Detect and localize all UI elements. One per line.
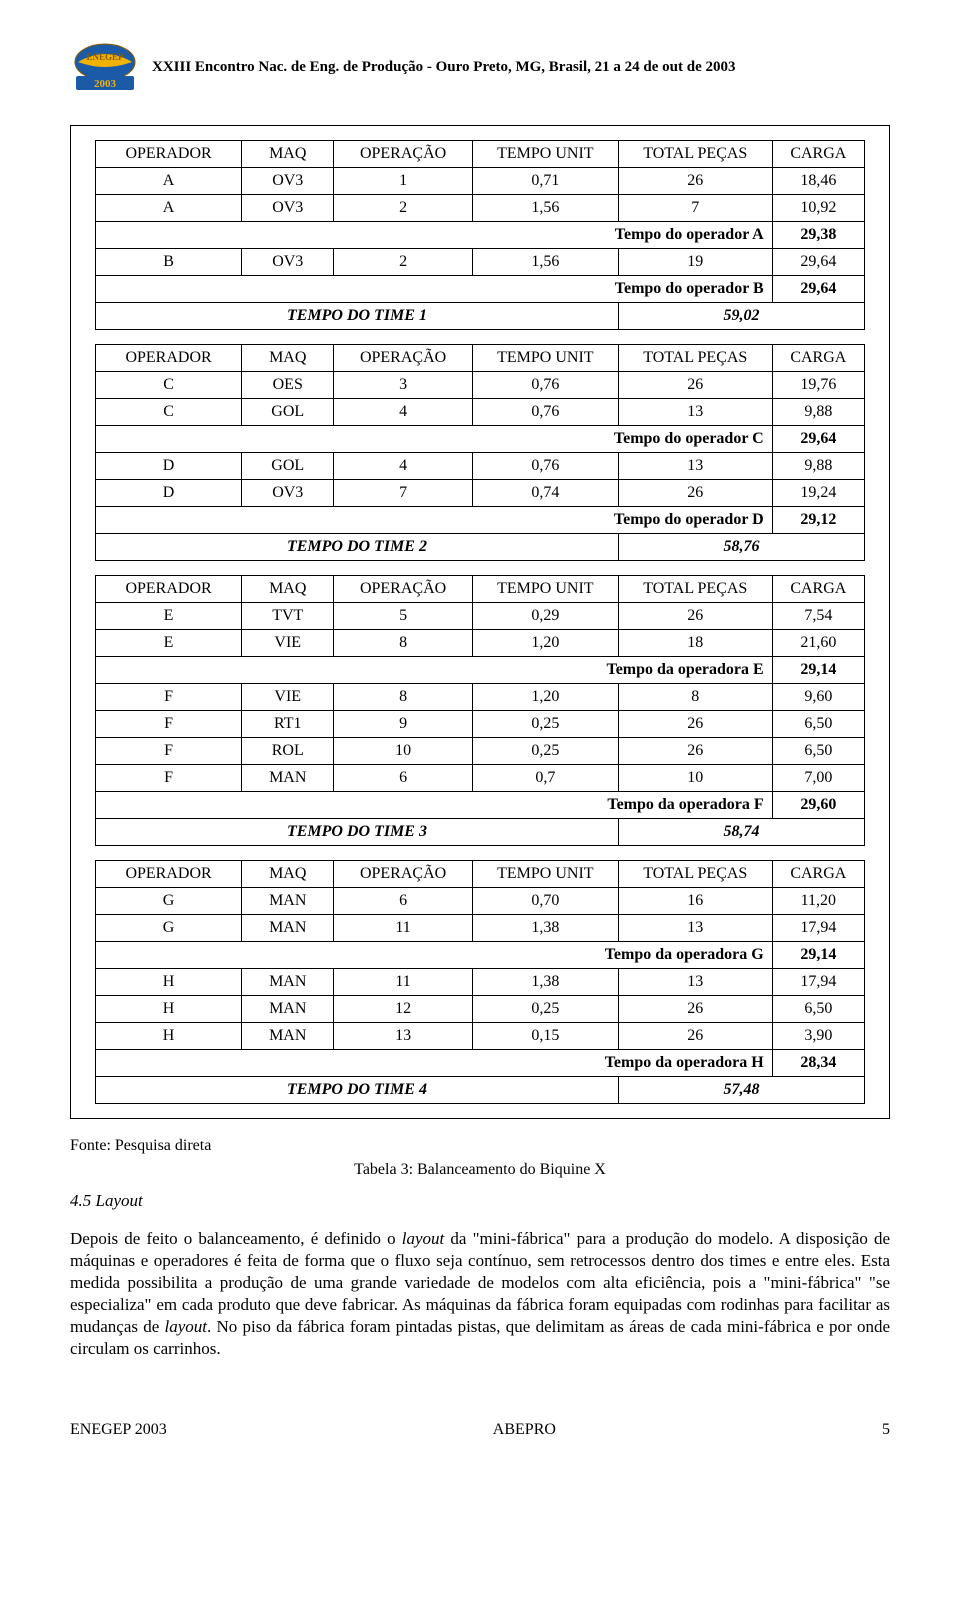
italic-layout: layout — [402, 1229, 445, 1248]
table-row: DGOL40,76139,88 — [96, 453, 865, 480]
table-row: HMAN120,25266,50 — [96, 996, 865, 1023]
logo-top-text: ENEGEP — [86, 52, 124, 62]
table-row: AOV310,712618,46 — [96, 168, 865, 195]
table-row: CGOL40,76139,88 — [96, 399, 865, 426]
table-header: OPERADOR MAQ OPERAÇÃO TEMPO UNIT TOTAL P… — [96, 141, 865, 168]
time3-table: OPERADORMAQOPERAÇÃOTEMPO UNITTOTAL PEÇAS… — [95, 575, 865, 846]
footer-page-number: 5 — [882, 1421, 890, 1439]
col-tempo-unit: TEMPO UNIT — [472, 141, 618, 168]
italic-layout: layout — [165, 1317, 208, 1336]
table-row: HMAN130,15263,90 — [96, 1023, 865, 1050]
section-heading: 4.5 Layout — [70, 1191, 890, 1211]
table-row: DOV370,742619,24 — [96, 480, 865, 507]
table-row: BOV321,561929,64 — [96, 249, 865, 276]
footer-center: ABEPRO — [493, 1421, 556, 1439]
time-total-row: TEMPO DO TIME 358,74 — [96, 819, 865, 846]
page-footer: ENEGEP 2003 ABEPRO 5 — [70, 1421, 890, 1439]
table-header: OPERADORMAQOPERAÇÃOTEMPO UNITTOTAL PEÇAS… — [96, 345, 865, 372]
page-header: ENEGEP 2003 XXIII Encontro Nac. de Eng. … — [70, 40, 890, 95]
subtotal-row: Tempo do operador B29,64 — [96, 276, 865, 303]
col-operador: OPERADOR — [96, 141, 242, 168]
subtotal-row: Tempo do operador C29,64 — [96, 426, 865, 453]
col-operacao: OPERAÇÃO — [334, 141, 472, 168]
table-row: GMAN60,701611,20 — [96, 888, 865, 915]
table-header: OPERADORMAQOPERAÇÃOTEMPO UNITTOTAL PEÇAS… — [96, 576, 865, 603]
enegep-logo: ENEGEP 2003 — [70, 40, 140, 95]
subtotal-row: Tempo do operador D29,12 — [96, 507, 865, 534]
tables-container: OPERADOR MAQ OPERAÇÃO TEMPO UNIT TOTAL P… — [70, 125, 890, 1119]
time-total-row: TEMPO DO TIME 258,76 — [96, 534, 865, 561]
table-row: COES30,762619,76 — [96, 372, 865, 399]
table-row: ETVT50,29267,54 — [96, 603, 865, 630]
col-carga: CARGA — [772, 141, 864, 168]
table-caption: Tabela 3: Balanceamento do Biquine X — [70, 1161, 890, 1179]
para-text: Depois de feito o balanceamento, é defin… — [70, 1229, 402, 1248]
table-row: AOV321,56710,92 — [96, 195, 865, 222]
table-row: HMAN111,381317,94 — [96, 969, 865, 996]
col-maq: MAQ — [242, 141, 334, 168]
table-row: FROL100,25266,50 — [96, 738, 865, 765]
time-total-row: TEMPO DO TIME 159,02 — [96, 303, 865, 330]
time-total-row: TEMPO DO TIME 457,48 — [96, 1077, 865, 1104]
time2-table: OPERADORMAQOPERAÇÃOTEMPO UNITTOTAL PEÇAS… — [95, 344, 865, 561]
footer-left: ENEGEP 2003 — [70, 1421, 167, 1439]
subtotal-row: Tempo do operador A29,38 — [96, 222, 865, 249]
col-total-pecas: TOTAL PEÇAS — [618, 141, 772, 168]
subtotal-row: Tempo da operadora H28,34 — [96, 1050, 865, 1077]
conference-title: XXIII Encontro Nac. de Eng. de Produção … — [152, 59, 735, 76]
time1-table: OPERADOR MAQ OPERAÇÃO TEMPO UNIT TOTAL P… — [95, 140, 865, 330]
table-row: FMAN60,7107,00 — [96, 765, 865, 792]
table-header: OPERADORMAQOPERAÇÃOTEMPO UNITTOTAL PEÇAS… — [96, 861, 865, 888]
subtotal-row: Tempo da operadora E29,14 — [96, 657, 865, 684]
subtotal-row: Tempo da operadora G29,14 — [96, 942, 865, 969]
subtotal-row: Tempo da operadora F29,60 — [96, 792, 865, 819]
body-paragraph: Depois de feito o balanceamento, é defin… — [70, 1228, 890, 1361]
logo-year-text: 2003 — [94, 78, 117, 90]
table-row: EVIE81,201821,60 — [96, 630, 865, 657]
table-row: FVIE81,2089,60 — [96, 684, 865, 711]
source-note: Fonte: Pesquisa direta — [70, 1137, 890, 1155]
table-row: FRT190,25266,50 — [96, 711, 865, 738]
table-row: GMAN111,381317,94 — [96, 915, 865, 942]
time4-table: OPERADORMAQOPERAÇÃOTEMPO UNITTOTAL PEÇAS… — [95, 860, 865, 1104]
